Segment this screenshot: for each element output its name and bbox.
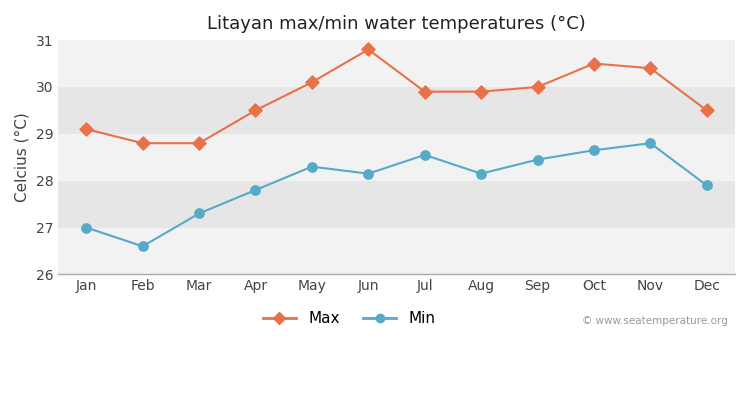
- Point: [476, 88, 488, 95]
- Point: [136, 243, 148, 250]
- Point: [644, 65, 656, 72]
- Point: [250, 187, 262, 193]
- Point: [532, 84, 544, 90]
- Point: [362, 46, 374, 53]
- Point: [193, 140, 205, 146]
- Point: [136, 140, 148, 146]
- Point: [250, 107, 262, 114]
- Point: [80, 126, 92, 132]
- Bar: [58, 87, 735, 134]
- Point: [362, 170, 374, 177]
- Title: Litayan max/min water temperatures (°C): Litayan max/min water temperatures (°C): [207, 15, 586, 33]
- Bar: [58, 181, 735, 228]
- Bar: [58, 40, 735, 87]
- Text: © www.seatemperature.org: © www.seatemperature.org: [582, 316, 728, 326]
- Point: [193, 210, 205, 217]
- Bar: [58, 228, 735, 274]
- Point: [588, 60, 600, 67]
- Point: [644, 140, 656, 146]
- Point: [80, 224, 92, 231]
- Bar: [58, 134, 735, 181]
- Point: [306, 164, 318, 170]
- Legend: Max, Min: Max, Min: [256, 305, 442, 332]
- Point: [419, 88, 430, 95]
- Point: [700, 182, 712, 188]
- Y-axis label: Celcius (°C): Celcius (°C): [15, 112, 30, 202]
- Point: [306, 79, 318, 86]
- Point: [588, 147, 600, 154]
- Point: [419, 152, 430, 158]
- Point: [476, 170, 488, 177]
- Point: [700, 107, 712, 114]
- Point: [532, 156, 544, 163]
